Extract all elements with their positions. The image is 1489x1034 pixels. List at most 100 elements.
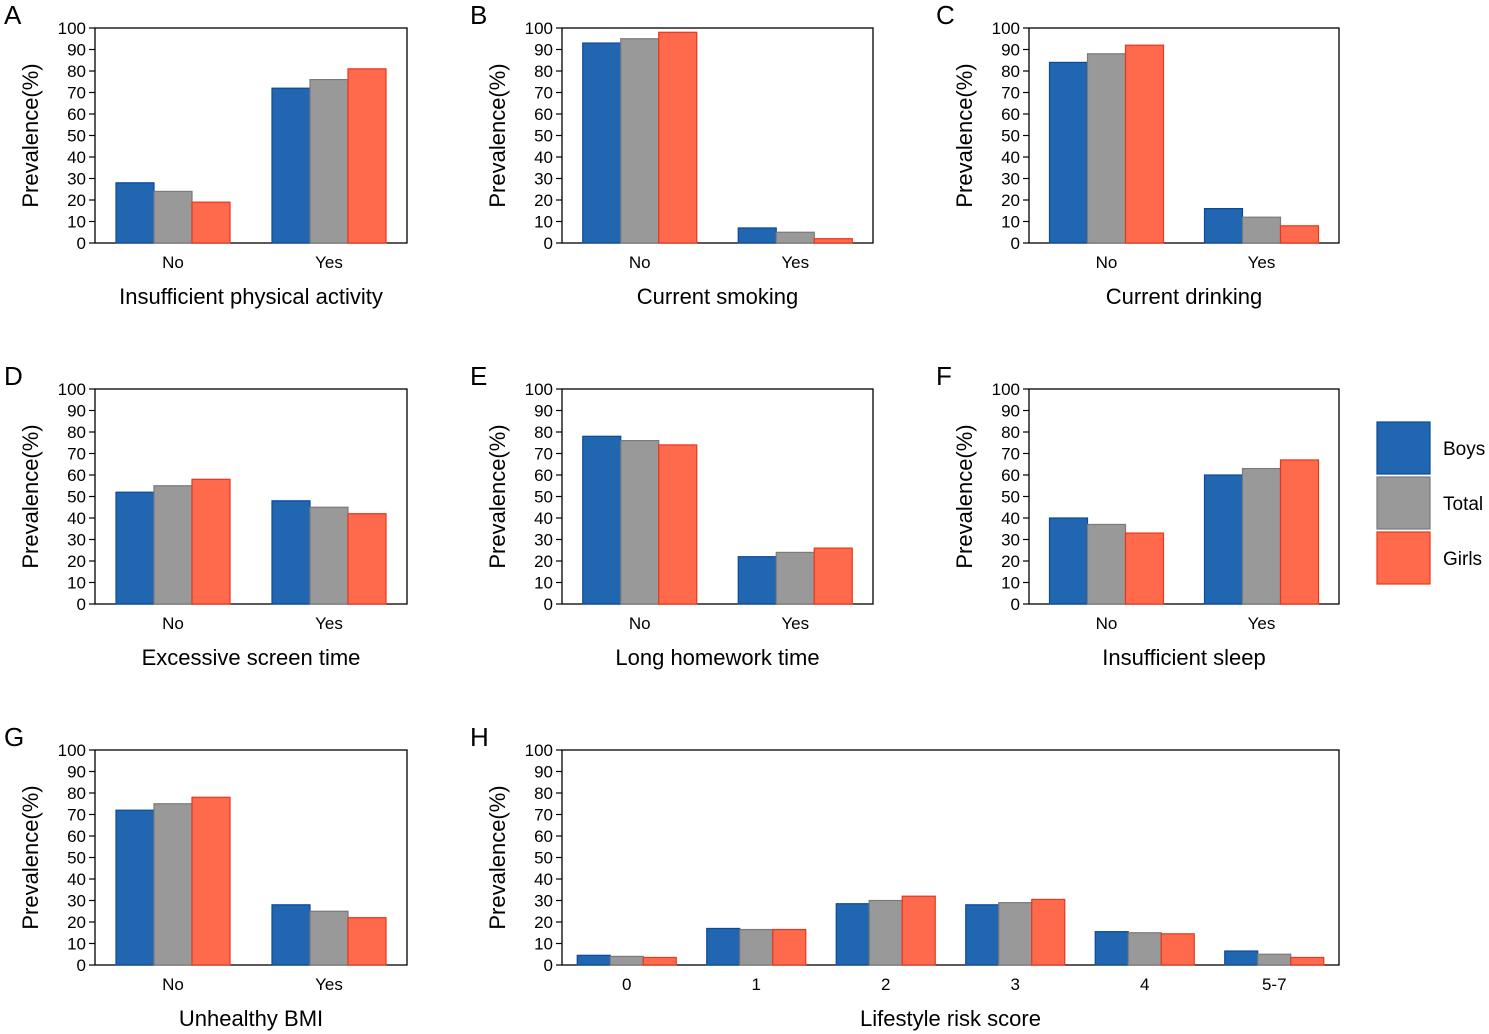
bar-girls-yes: Girls Yes: 42% [347,513,387,605]
x-axis-label: Lifestyle risk score [860,1006,1041,1031]
y-tick-label: 90 [534,763,553,782]
bar-total-yes: Total Yes: 24% [775,551,815,605]
bar-total-1: Total 1: 16.5% [739,928,774,966]
bar-girls-0: Girls 0: 3.5% [642,956,677,966]
bar-total-2: Total 2: 30% [868,899,903,966]
y-tick-label: 0 [77,595,86,614]
bar-boys-no: Boys No: 72% [115,809,155,966]
panel-G: G 0 10 20 30 40 50 60 70 80 90 100 Prevalence(%) Boys… [4,722,408,1031]
bar-girls-no: Girls No: 33% [1124,532,1165,605]
y-tick-label: 40 [67,509,86,528]
x-tick-label: 2 [881,975,890,994]
y-tick-label: 100 [58,19,86,38]
x-axis-label: Insufficient physical activity [119,284,383,309]
bar-girls-no: Girls No: 78% [191,796,231,966]
y-tick-label: 50 [67,127,86,146]
y-tick-label: 40 [534,148,553,167]
y-tick-label: 0 [1011,595,1020,614]
panel-B: B 0 10 20 30 40 50 60 70 80 90 100 Prevalence(%) Boys… [470,0,874,309]
bar-girls-no: Girls No: 58% [191,478,231,605]
bar-boys-yes: Boys Yes: 7% [737,227,777,244]
y-tick-label: 80 [534,423,553,442]
bar-boys-no: Boys No: 40% [1048,517,1089,605]
y-tick-label: 10 [67,935,86,954]
y-axis-label: Prevalence(%) [485,63,510,207]
bar-girls-no: Girls No: 92% [1124,44,1165,244]
x-axis-label: Unhealthy BMI [179,1006,323,1031]
chart-panels: A0102030405060708090100Prevalence(%)Boys… [4,0,1340,1031]
bar-total-3: Total 3: 29% [998,902,1033,966]
y-tick-label: 50 [534,127,553,146]
bar-total-yes: Total Yes: 25% [309,910,349,966]
y-tick-label: 80 [534,62,553,81]
y-tick-label: 40 [67,148,86,167]
x-tick-label: No [162,975,184,994]
y-tick-label: 30 [1001,170,1020,189]
x-tick-label: No [1096,253,1118,272]
bar-boys-yes: Boys Yes: 28% [271,904,311,966]
y-tick-label: 90 [67,763,86,782]
bar-total-yes: Total Yes: 5% [775,231,815,244]
plot-frame [561,749,1340,966]
panel-H: H0102030405060708090100Prevalence(%)Boys… [470,722,1340,1031]
x-tick-label: Yes [1248,614,1276,633]
y-tick-label: 20 [1001,191,1020,210]
x-tick-label: Yes [1248,253,1276,272]
y-tick-label: 20 [534,552,553,571]
y-tick-label: 30 [534,531,553,550]
legend-label-total: Total [1443,494,1483,515]
y-tick-label: 90 [534,41,553,60]
y-tick-label: 70 [67,806,86,825]
y-tick-label: 0 [544,234,553,253]
bar-total-0: Total 0: 4% [609,955,644,966]
y-tick-label: 90 [1001,402,1020,421]
y-tick-label: 30 [67,892,86,911]
bar-total-no: Total No: 37% [1086,523,1127,605]
y-tick-label: 90 [534,402,553,421]
bar-boys-5-7: Boys 5-7: 6.5% [1224,950,1259,966]
bar-boys-yes: Boys Yes: 60% [1203,474,1244,605]
y-tick-label: 50 [534,849,553,868]
bar-total-4: Total 4: 15% [1127,932,1162,966]
y-tick-label: 60 [534,105,553,124]
bar-total-no: Total No: 75% [153,803,193,966]
y-tick-label: 80 [67,784,86,803]
bar-boys-yes: Boys Yes: 72% [271,87,311,244]
legend-swatch-girls [1376,531,1431,585]
bar-girls-yes: Girls Yes: 81% [347,68,387,244]
y-tick-label: 20 [67,552,86,571]
legend-swatch-boys [1376,421,1431,475]
bar-boys-no: Boys No: 28% [115,182,155,244]
x-axis-label: Excessive screen time [142,645,361,670]
y-tick-label: 70 [1001,445,1020,464]
panel-letter: H [470,722,489,752]
panel-E: E 0 10 20 30 40 50 60 70 80 90 100 Prevalence(%) Boys… [470,361,874,670]
panel-A: A 0 10 20 30 40 50 60 70 80 90 100 Prevalence(%) Boys… [4,0,408,309]
x-tick-label: No [1096,614,1118,633]
y-tick-label: 70 [67,445,86,464]
y-tick-label: 40 [67,870,86,889]
bar-girls-yes: Girls Yes: 67% [1279,459,1320,605]
bar-girls-5-7: Girls 5-7: 3.5% [1290,956,1325,966]
y-tick-label: 0 [77,234,86,253]
bar-girls-yes: Girls Yes: 22% [347,917,387,966]
y-tick-label: 0 [544,595,553,614]
y-tick-label: 100 [992,380,1020,399]
x-tick-label: Yes [781,614,809,633]
bar-boys-yes: Boys Yes: 16% [1203,208,1244,244]
y-tick-label: 60 [1001,466,1020,485]
panel-letter: F [936,361,952,391]
panel-C: C 0 10 20 30 40 50 60 70 80 90 100 Prevalence(%) Boys… [936,0,1340,309]
y-tick-label: 70 [534,806,553,825]
y-tick-label: 60 [534,466,553,485]
legend: Boys Total Girls [1376,421,1485,585]
y-tick-label: 10 [1001,574,1020,593]
x-tick-label: Yes [315,975,343,994]
bar-boys-3: Boys 3: 28% [965,904,1000,966]
y-tick-label: 60 [1001,105,1020,124]
y-tick-label: 80 [534,784,553,803]
legend-swatch-total [1376,476,1431,530]
y-tick-label: 90 [67,402,86,421]
bar-total-no: Total No: 55% [153,485,193,605]
